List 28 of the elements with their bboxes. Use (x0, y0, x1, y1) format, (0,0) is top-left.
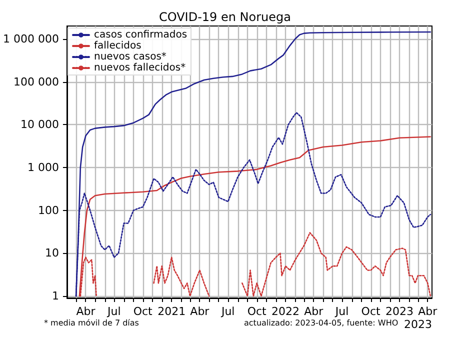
chart-title: COVID-19 en Noruega (158, 10, 292, 24)
x-tick-label: Jul (334, 305, 349, 318)
text: actualizado: 2023-04-05, fuente: WHO (244, 318, 398, 328)
x-tick-label: Abr (304, 305, 324, 318)
x-tick-label: Jul (106, 305, 121, 318)
x-tick-label: Oct (361, 305, 381, 318)
y-tick-label: 1 (52, 290, 59, 303)
y-tick-label: 1 000 (27, 160, 59, 174)
y-tick-label: 100 (38, 204, 59, 217)
x-tick-label: 2023 (386, 305, 414, 318)
y-tick-label: 100 000 (13, 75, 59, 88)
x-tick-label: 2022 (272, 305, 300, 318)
legend-label: nuevos fallecidos* (94, 62, 186, 74)
legend-label: fallecidos (94, 40, 142, 52)
x-tick-label: Jul (220, 305, 235, 318)
x-tick-label: Oct (247, 305, 268, 318)
x-tick-label: Abr (190, 305, 210, 318)
x-tick-label: 2021 (158, 305, 186, 318)
x-tick-label: Oct (133, 305, 154, 318)
y-tick-label: 10 000 (20, 118, 59, 132)
text: * media móvil de 7 días (44, 318, 139, 328)
x-tick-label: Abr (418, 305, 438, 318)
legend-label: nuevos casos* (94, 52, 166, 62)
text: 2023 (404, 318, 432, 331)
x-tick-label: Abr (76, 305, 96, 318)
legend-label: casos confirmados (94, 30, 188, 40)
y-tick-label: 10 (44, 246, 59, 260)
y-tick-label: 1 000 000 (3, 32, 59, 46)
